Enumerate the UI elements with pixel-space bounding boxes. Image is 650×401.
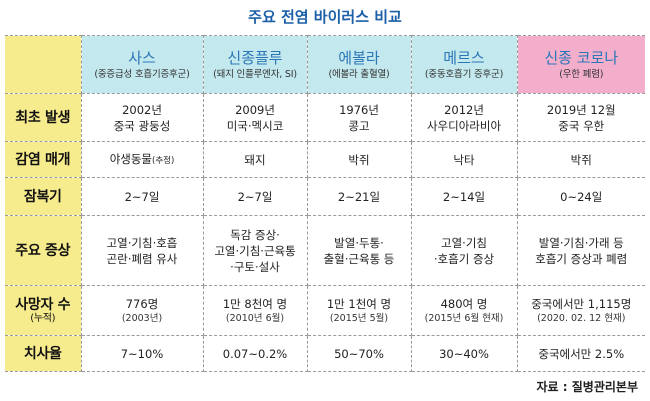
table-cell: 박쥐 [306, 141, 412, 178]
table-cell: 2~7일 [80, 177, 204, 216]
table-cell: 2002년 중국 광둥성 [80, 93, 204, 142]
table-cell: 7~10% [80, 335, 204, 372]
table-cell: 30~40% [410, 335, 518, 372]
row-vector: 감염 매개 야생동물(추정) 돼지 박쥐 낙타 박쥐 [5, 141, 645, 178]
note: (추정) [152, 155, 175, 166]
table-cell: 2012년 사우디아라비아 [410, 93, 518, 142]
row-label: 사망자 수 (누적) [5, 285, 82, 336]
header-mers: 메르스 (중동호흡기 증후군) [410, 35, 518, 94]
table-cell: 2~21일 [306, 177, 412, 216]
table-cell: 박쥐 [516, 141, 645, 178]
table-cell: 발열‧기침‧가래 등 호흡기 증상과 폐렴 [516, 215, 645, 286]
table-cell: 2009년 미국‧멕시코 [202, 93, 308, 142]
table-cell: 1만 1천여 명 (2015년 5월) [306, 285, 412, 336]
table-cell: 2019년 12월 중국 우한 [516, 93, 645, 142]
header-sub: (우한 폐렴) [559, 69, 604, 80]
header-sub: (중동호흡기 증후군) [424, 69, 504, 80]
table-cell: 독감 증상‧ 고열‧기침‧근육통 ‧구토‧설사 [202, 215, 308, 286]
label-note: (누적) [30, 312, 56, 324]
row-incubation: 잠복기 2~7일 2~7일 2~21일 2~14일 0~24일 [5, 177, 645, 216]
table-cell: 2~7일 [202, 177, 308, 216]
table-cell: 1만 8천여 명 (2010년 6월) [202, 285, 308, 336]
row-label: 주요 증상 [5, 215, 82, 286]
row-deaths: 사망자 수 (누적) 776명 (2003년) 1만 8천여 명 (2010년 6월… [5, 285, 645, 336]
header-name: 신종 코로나 [544, 49, 619, 67]
source-note: 자료 : 질병관리본부 [536, 380, 638, 394]
header-sub: (에볼라 출혈열) [328, 69, 390, 80]
header-swine-flu: 신종플루 (돼지 인플루엔자, SI) [202, 35, 308, 94]
header-new-corona: 신종 코로나 (우한 폐렴) [516, 35, 645, 94]
corner-cell [5, 35, 82, 94]
table-cell: 중국에서만 1,115명 (2020. 02. 12 현재) [516, 285, 645, 336]
header-sars: 사스 (중증급성 호흡기증후군) [80, 35, 204, 94]
row-first-outbreak: 최초 발생 2002년 중국 광둥성 2009년 미국‧멕시코 1976년 콩고 20… [5, 93, 645, 142]
table-cell: 낙타 [410, 141, 518, 178]
row-fatality: 치사율 7~10% 0.07~0.2% 50~70% 30~40% 중국에서만 … [5, 335, 645, 372]
row-label: 최초 발생 [5, 93, 82, 142]
table-cell: 0~24일 [516, 177, 645, 216]
header-sub: (돼지 인플루엔자, SI) [213, 69, 297, 80]
table-cell: 50~70% [306, 335, 412, 372]
table-cell: 2~14일 [410, 177, 518, 216]
header-name: 사스 [128, 49, 156, 67]
row-label: 감염 매개 [5, 141, 82, 178]
header-name: 신종플루 [227, 49, 283, 67]
page-title: 주요 전염 바이러스 비교 [248, 8, 402, 26]
virus-comparison-table: 사스 (중증급성 호흡기증후군) 신종플루 (돼지 인플루엔자, SI) 에볼라… [5, 35, 645, 372]
table-cell: 중국에서만 2.5% [516, 335, 645, 372]
table-cell: 고열‧기침 ‧호흡기 증상 [410, 215, 518, 286]
header-name: 에볼라 [338, 49, 380, 67]
header-sub: (중증급성 호흡기증후군) [94, 69, 190, 80]
table-cell: 480여 명 (2015년 6월 현재) [410, 285, 518, 336]
table-cell: 776명 (2003년) [80, 285, 204, 336]
table-cell: 돼지 [202, 141, 308, 178]
row-label: 잠복기 [5, 177, 82, 216]
header-ebola: 에볼라 (에볼라 출혈열) [306, 35, 412, 94]
row-label: 치사율 [5, 335, 82, 372]
row-symptoms: 주요 증상 고열‧기침‧호흡 곤란‧폐렴 유사 독감 증상‧ 고열‧기침‧근육통 ‧구… [5, 215, 645, 286]
table-cell: 고열‧기침‧호흡 곤란‧폐렴 유사 [80, 215, 204, 286]
table-cell: 1976년 콩고 [306, 93, 412, 142]
header-name: 메르스 [443, 49, 485, 67]
table-cell: 야생동물(추정) [80, 141, 204, 178]
header-row: 사스 (중증급성 호흡기증후군) 신종플루 (돼지 인플루엔자, SI) 에볼라… [5, 35, 645, 94]
table-cell: 발열‧두통‧ 출혈‧근육통 등 [306, 215, 412, 286]
table-cell: 0.07~0.2% [202, 335, 308, 372]
